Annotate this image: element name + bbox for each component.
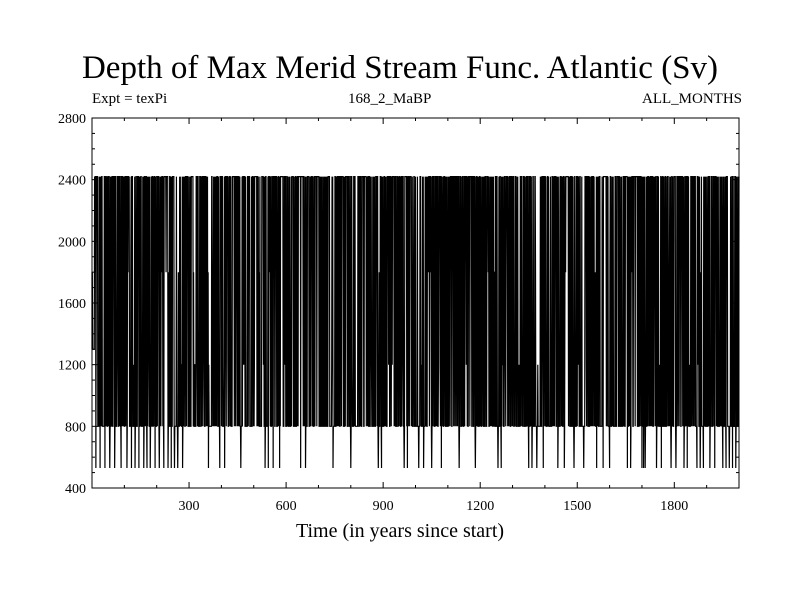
y-tick-label: 800: [65, 420, 86, 435]
chart-title: Depth of Max Merid Stream Func. Atlantic…: [81, 50, 719, 86]
y-tick-label: 400: [65, 482, 86, 497]
run-label: 168_2_MaBP: [348, 91, 432, 107]
y-tick-label: 2400: [58, 174, 86, 189]
y-tick-label: 1200: [58, 359, 86, 374]
axes-layer: 400 800 1200 1600 2000 2400 2800 300 600 900 1200 1…: [58, 112, 740, 514]
x-axis-label: Time (in years since start): [295, 520, 505, 542]
y-tick-label: 2000: [58, 235, 86, 250]
x-tick-label: 1200: [466, 499, 494, 514]
x-tick-label: 1800: [660, 499, 688, 514]
expt-label: Expt = texPi: [92, 91, 168, 107]
y-tick-label: 2800: [58, 112, 86, 127]
x-tick-label: 900: [373, 499, 394, 514]
series-line: [91, 176, 740, 469]
months-label: ALL_MONTHS: [642, 91, 742, 107]
y-tick-label: 1600: [58, 297, 86, 312]
x-tick-label: 1500: [563, 499, 591, 514]
series-layer: [91, 176, 740, 469]
x-tick-label: 300: [179, 499, 200, 514]
x-tick-label: 600: [276, 499, 297, 514]
